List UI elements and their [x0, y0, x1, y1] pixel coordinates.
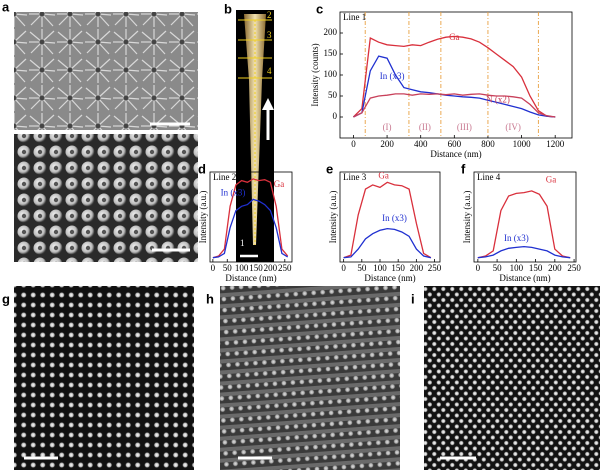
series-label: In (x3) [382, 213, 407, 223]
x-tick-label: 250 [567, 263, 581, 273]
sem-image-bottom [14, 134, 198, 262]
x-tick-label: 250 [278, 263, 292, 273]
stem-image-g [14, 286, 194, 470]
panel-label: g [2, 291, 10, 306]
marker-label: 2 [267, 10, 272, 20]
panel-label: c [316, 1, 323, 16]
y-axis-label: Intensity (a.u.) [198, 191, 208, 244]
series-label: In (x3) [504, 233, 529, 243]
series-line [212, 198, 289, 259]
series-line [352, 35, 556, 118]
y-tick-label: 100 [324, 69, 338, 79]
series-label: Ga [546, 175, 557, 185]
x-tick-label: 200 [264, 263, 278, 273]
plot-frame [209, 171, 293, 263]
series-label: N (x2) [486, 94, 510, 104]
x-tick-label: 100 [510, 263, 524, 273]
chart-title: Line 4 [477, 172, 501, 182]
region-label: (IV) [505, 122, 521, 132]
sem-image-top [14, 12, 198, 130]
series-label: In (x3) [380, 71, 405, 81]
x-axis-label: Distance (nm) [364, 273, 415, 283]
x-axis-label: Distance (nm) [430, 149, 481, 159]
x-tick-label: 150 [249, 263, 263, 273]
region-label: (II) [419, 122, 431, 132]
y-axis-label: Intensity (a.u.) [328, 191, 338, 244]
x-tick-label: 600 [448, 139, 462, 149]
series-line [212, 178, 289, 259]
y-tick-label: 50 [328, 90, 338, 100]
stem-image-h [220, 286, 400, 470]
plot-frame [339, 11, 573, 139]
x-tick-label: 50 [493, 263, 503, 273]
chart-title: Line 3 [343, 172, 367, 182]
marker-label: 3 [267, 30, 272, 40]
series-line [477, 245, 571, 259]
x-tick-label: 100 [373, 263, 387, 273]
series-line [353, 55, 556, 118]
line-markers [238, 19, 272, 245]
x-tick-label: 1200 [546, 139, 565, 149]
series-label: Ga [378, 170, 389, 180]
panel-label: h [206, 291, 214, 306]
series-label: Ga [449, 32, 460, 42]
series-label: Ga [274, 179, 285, 189]
x-tick-label: 150 [391, 263, 405, 273]
y-tick-label: 150 [324, 48, 338, 58]
panel-label: i [411, 291, 415, 306]
x-tick-label: 150 [529, 263, 543, 273]
region-label: (I) [383, 122, 392, 132]
x-tick-label: 0 [211, 263, 216, 273]
y-tick-label: 0 [333, 111, 338, 121]
marker-label: 4 [267, 66, 272, 76]
series-line [343, 227, 432, 259]
arrow-head [262, 98, 274, 110]
x-tick-label: 200 [410, 263, 424, 273]
region-label: (III) [457, 122, 472, 132]
x-tick-label: 50 [357, 263, 367, 273]
plot-frame [473, 171, 577, 263]
x-axis-label: Distance (nm) [225, 273, 276, 283]
x-tick-label: 0 [341, 263, 346, 273]
y-axis-label: Intensity (counts) [310, 43, 320, 106]
x-tick-label: 100 [235, 263, 249, 273]
plot-frame [339, 171, 441, 263]
panel-label: d [198, 161, 206, 176]
series-line [353, 93, 556, 118]
x-tick-label: 1000 [513, 139, 532, 149]
x-tick-label: 0 [476, 263, 481, 273]
y-tick-label: 200 [324, 27, 338, 37]
x-tick-label: 400 [414, 139, 428, 149]
panel-label: f [461, 161, 466, 176]
series-line [343, 181, 432, 259]
chart-title: Line 1 [343, 12, 366, 22]
x-tick-label: 200 [548, 263, 562, 273]
x-axis-label: Distance (nm) [499, 273, 550, 283]
x-tick-label: 0 [351, 139, 356, 149]
series-line [477, 190, 571, 259]
x-tick-label: 250 [428, 263, 442, 273]
stem-image-i [424, 286, 600, 470]
panel-label: e [326, 161, 333, 176]
panel-label: b [224, 1, 232, 16]
panel-label: a [2, 0, 10, 14]
x-tick-label: 50 [223, 263, 233, 273]
x-tick-label: 200 [380, 139, 394, 149]
x-tick-label: 800 [481, 139, 495, 149]
marker-label: 1 [240, 238, 245, 248]
y-axis-label: Intensity (a.u.) [462, 191, 472, 244]
series-label: In (x3) [221, 187, 246, 197]
chart-title: Line 2 [213, 172, 236, 182]
